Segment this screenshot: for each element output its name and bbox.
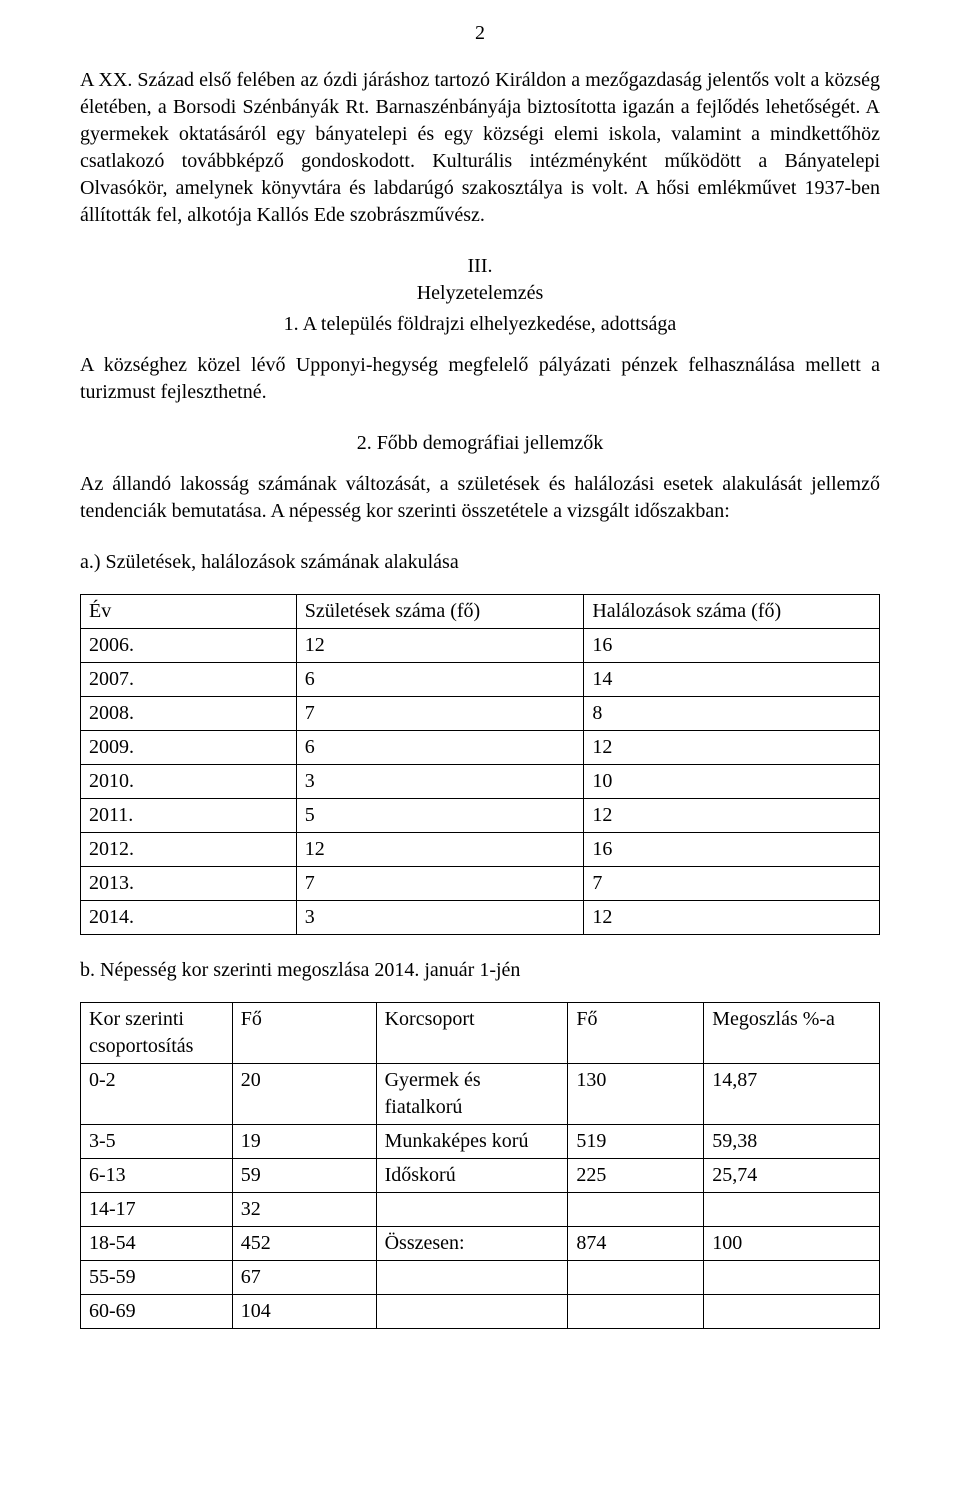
th-births: Születések száma (fő)	[296, 595, 584, 629]
table-row: 3-519Munkaképes korú51959,38	[81, 1125, 880, 1159]
table-row: 55-5967	[81, 1261, 880, 1295]
table-row: 2008.78	[81, 697, 880, 731]
table-row: 2007.614	[81, 663, 880, 697]
section-item2-title: 2. Főbb demográfiai jellemzők	[80, 430, 880, 457]
table-row: 2010.310	[81, 765, 880, 799]
th-deaths: Halálozások száma (fő)	[584, 595, 880, 629]
th-percent: Megoszlás %-a	[704, 1003, 880, 1064]
table-row: 60-69104	[81, 1295, 880, 1329]
table-row: 18-54452Összesen:874100	[81, 1227, 880, 1261]
th-year: Év	[81, 595, 297, 629]
table-row: 6-1359Időskorú22525,74	[81, 1159, 880, 1193]
table-header-row: Év Születések száma (fő) Halálozások szá…	[81, 595, 880, 629]
document-page: 2 A XX. Század első felében az ózdi járá…	[0, 0, 960, 1492]
paragraph-intro: A XX. Század első felében az ózdi járásh…	[80, 67, 880, 229]
subsection-b-title: b. Népesség kor szerinti megoszlása 2014…	[80, 957, 880, 984]
table-header-row: Kor szerinti csoportosítás Fő Korcsoport…	[81, 1003, 880, 1064]
table-row: 0-220Gyermek és fiatalkorú13014,87	[81, 1064, 880, 1125]
th-korcsoport: Korcsoport	[376, 1003, 568, 1064]
section-item1-title: 1. A település földrajzi elhelyezkedése,…	[80, 311, 880, 338]
section-roman: III.	[80, 253, 880, 280]
table-row: 2011.512	[81, 799, 880, 833]
table-row: 2006.1216	[81, 629, 880, 663]
th-count2: Fő	[568, 1003, 704, 1064]
page-number: 2	[80, 20, 880, 47]
section-item1-body: A községhez közel lévő Upponyi-hegység m…	[80, 352, 880, 406]
th-count1: Fő	[232, 1003, 376, 1064]
table-row: 14-1732	[81, 1193, 880, 1227]
subsection-a-title: a.) Születések, halálozások számának ala…	[80, 549, 880, 576]
section-title: Helyzetelemzés	[80, 280, 880, 307]
table-age-distribution: Kor szerinti csoportosítás Fő Korcsoport…	[80, 1002, 880, 1329]
table-row: 2012.1216	[81, 833, 880, 867]
section-item2-body: Az állandó lakosság számának változását,…	[80, 471, 880, 525]
table-row: 2009.612	[81, 731, 880, 765]
table-row: 2013.77	[81, 867, 880, 901]
table-row: 2014.312	[81, 901, 880, 935]
th-agegroup: Kor szerinti csoportosítás	[81, 1003, 233, 1064]
table-births-deaths: Év Születések száma (fő) Halálozások szá…	[80, 594, 880, 935]
